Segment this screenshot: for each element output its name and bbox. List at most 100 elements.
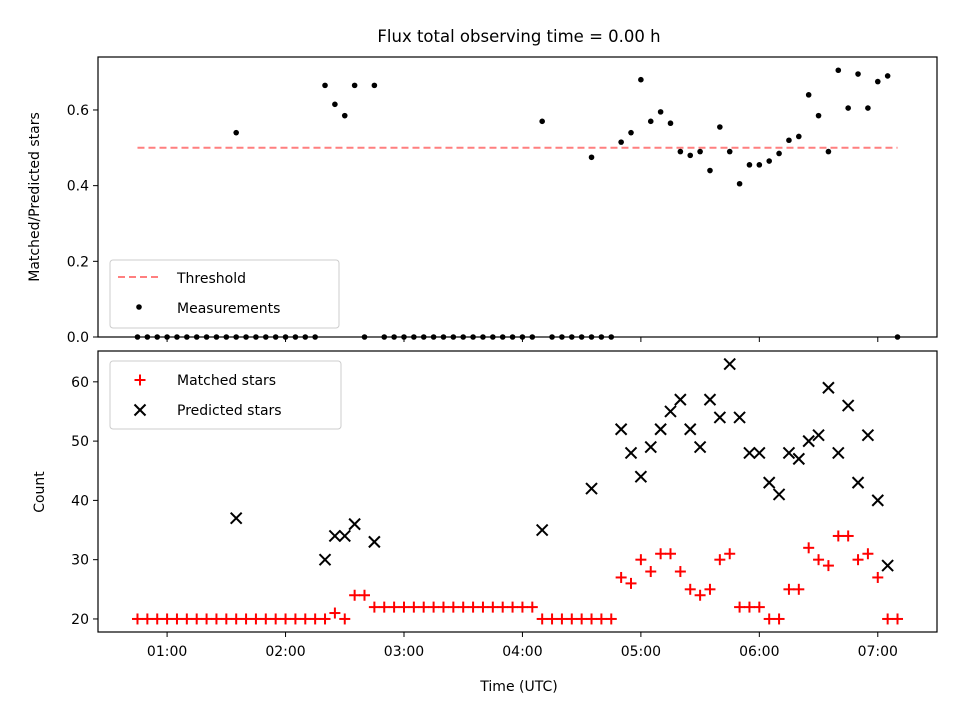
matched-point <box>349 589 361 601</box>
x-stroke <box>535 523 549 537</box>
predicted-point <box>723 357 736 371</box>
measurement-point <box>874 78 881 85</box>
count-legend-frame <box>109 360 342 430</box>
y-tick-label: 0.2 <box>67 254 89 270</box>
x-stroke <box>644 440 657 454</box>
measurement-point <box>282 334 289 340</box>
x-stroke <box>703 393 717 406</box>
matched-point <box>763 613 775 625</box>
x-stroke <box>871 494 884 507</box>
measurement-point <box>193 334 200 340</box>
x-stroke <box>348 517 361 531</box>
measurement-point <box>677 148 684 155</box>
measurement-point <box>430 334 437 340</box>
measurement-point <box>401 334 407 340</box>
legend-matched-label: Matched stars <box>177 373 276 389</box>
predicted-point <box>881 559 894 572</box>
measurement-point <box>647 118 654 125</box>
legend-measurements-swatch <box>136 304 142 310</box>
matched-point <box>576 613 588 625</box>
measurement-point <box>805 92 812 98</box>
measurement-point <box>420 334 427 340</box>
x-stroke <box>861 428 875 442</box>
measurement-point <box>381 334 388 340</box>
x-stroke <box>822 381 835 394</box>
matched-point <box>655 548 667 560</box>
predicted-point <box>822 381 835 394</box>
matched-point <box>191 613 203 625</box>
matched-point <box>457 601 469 613</box>
matched-point <box>171 613 183 625</box>
matched-point <box>201 613 213 625</box>
ratio-axes: 0.0 0.2 0.4 0.6 Matched/Predicted stars Thr… <box>27 56 938 346</box>
matched-point <box>842 530 854 542</box>
matched-point <box>862 548 874 560</box>
y-tick-label: 60 <box>71 375 89 391</box>
x-stroke <box>782 446 796 460</box>
measurement-point <box>588 334 595 340</box>
matched-point <box>289 613 301 625</box>
matched-point <box>368 601 380 613</box>
matched-point <box>743 601 755 613</box>
x-stroke <box>723 357 736 371</box>
predicted-point <box>318 553 332 566</box>
matched-point <box>319 613 331 625</box>
measurement-point <box>233 334 239 340</box>
predicted-point <box>624 446 638 460</box>
measurement-point <box>766 158 772 164</box>
count-legend: Matched stars Predicted stars <box>109 360 342 430</box>
x-stroke <box>713 411 727 424</box>
matched-point <box>625 577 637 589</box>
matched-point <box>526 601 538 613</box>
x-stroke <box>664 405 677 418</box>
y-tick-label: 30 <box>71 553 89 569</box>
matched-point <box>803 542 815 554</box>
x-stroke <box>832 446 845 460</box>
matched-point <box>280 613 292 625</box>
predicted-point <box>851 476 865 489</box>
x-stroke <box>792 452 806 466</box>
x-stroke <box>684 423 697 436</box>
measurement-point <box>509 334 516 340</box>
matched-point <box>566 613 578 625</box>
measurement-point <box>243 334 249 340</box>
measurement-point <box>411 334 417 340</box>
x-stroke <box>733 411 746 424</box>
predicted-point <box>792 452 806 466</box>
predicted-point <box>664 405 677 418</box>
measurement-point <box>539 118 545 125</box>
predicted-point <box>654 423 667 436</box>
predicted-point <box>535 523 549 537</box>
measurement-point <box>815 112 822 119</box>
ratio-y-axis-label: Matched/Predicted stars <box>27 112 43 282</box>
matched-point <box>773 613 785 625</box>
measurement-point <box>697 148 703 155</box>
measurement-point <box>776 150 782 157</box>
matched-point <box>398 601 410 613</box>
predicted-point <box>713 411 727 424</box>
x-stroke <box>841 399 855 412</box>
measurement-point <box>391 334 397 340</box>
x-tick-label: 05:00 <box>621 644 661 660</box>
predicted-point <box>753 446 766 460</box>
matched-point <box>635 554 647 566</box>
matched-point <box>684 583 696 595</box>
measurement-point <box>480 334 486 340</box>
measurement-point <box>736 180 743 187</box>
x-stroke <box>133 403 147 417</box>
matched-point <box>477 601 489 613</box>
matched-point <box>359 589 371 601</box>
measurement-point <box>371 82 378 89</box>
measurement-point <box>351 82 358 89</box>
measurement-point <box>361 334 368 340</box>
measurement-point <box>332 101 338 108</box>
matched-point <box>230 613 242 625</box>
x-tick-label: 07:00 <box>858 644 898 660</box>
measurement-point <box>825 148 832 155</box>
x-stroke <box>743 446 756 460</box>
measurement-point <box>263 334 269 340</box>
measurement-point <box>184 334 190 340</box>
matched-point <box>882 613 894 625</box>
measurement-point <box>559 334 565 340</box>
x-stroke <box>624 446 638 460</box>
